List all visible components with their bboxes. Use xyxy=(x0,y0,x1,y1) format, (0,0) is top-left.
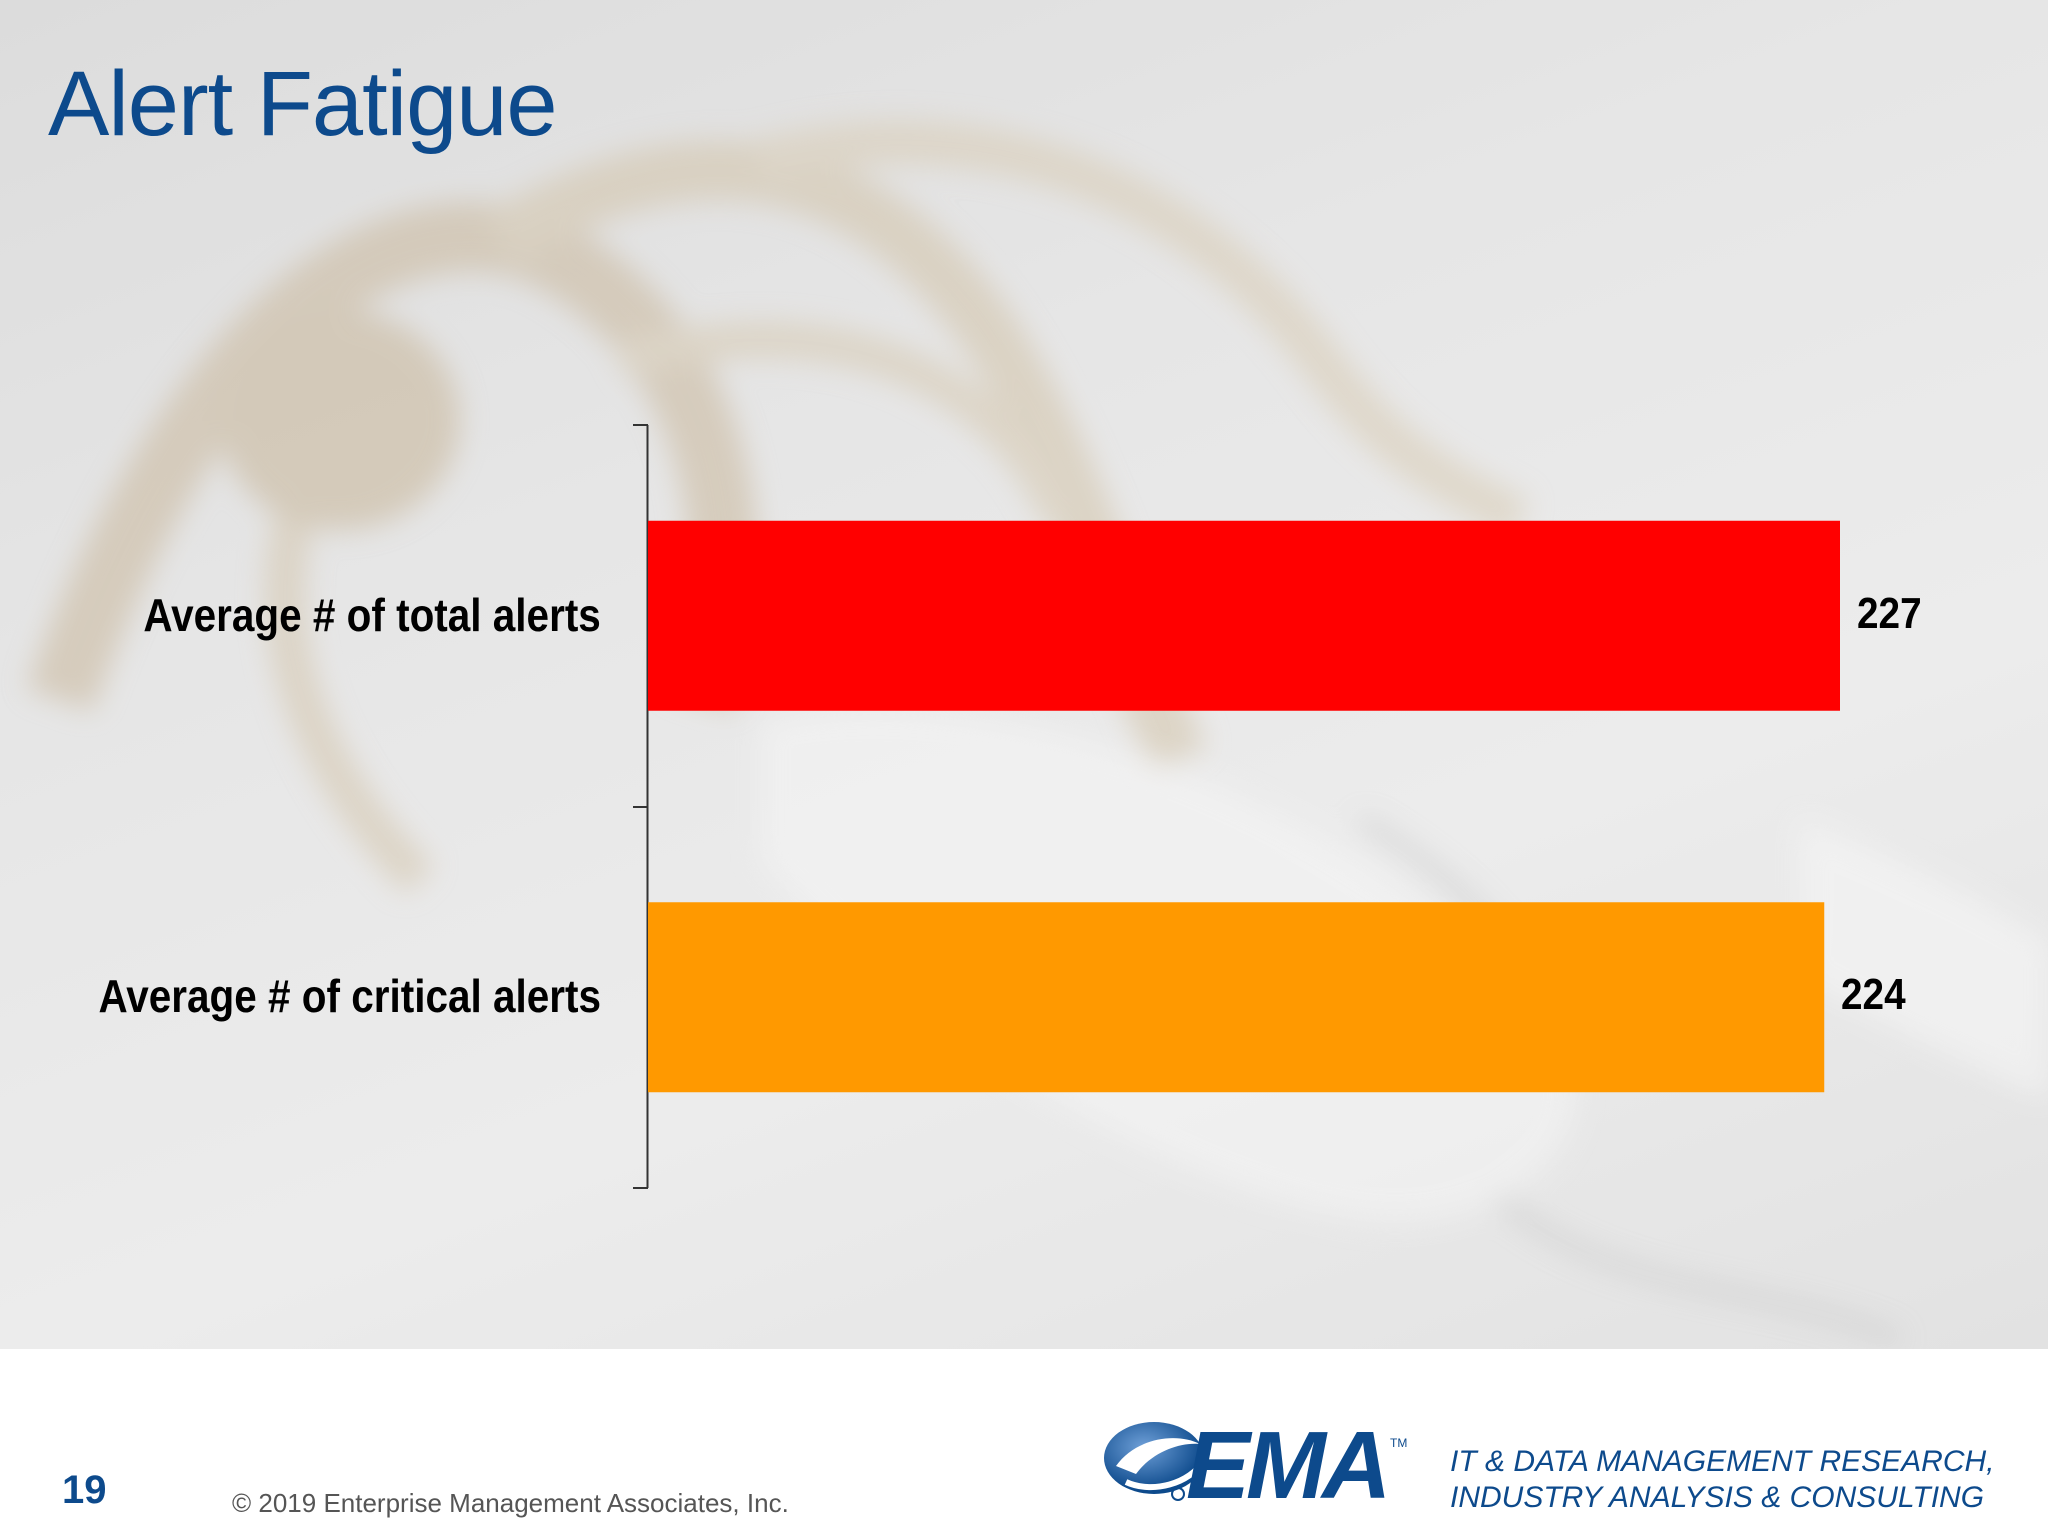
tagline-line-1: IT & DATA MANAGEMENT RESEARCH, xyxy=(1450,1445,1995,1478)
value-label-2: 224 xyxy=(1841,970,1906,1020)
category-label-1: Average # of total alerts xyxy=(143,588,601,641)
copyright-notice: © 2019 Enterprise Management Associates,… xyxy=(232,1488,789,1518)
ema-logo: EMA xyxy=(1186,1412,1391,1519)
tagline-line-2: INDUSTRY ANALYSIS & CONSULTING xyxy=(1450,1481,1985,1514)
category-label-2: Average # of critical alerts xyxy=(98,970,601,1023)
chart-canvas xyxy=(633,424,1840,1189)
footer xyxy=(0,1349,2048,1536)
bar-chart: Average # of total alerts 227 Average # of… xyxy=(98,424,1922,1189)
value-label-1: 227 xyxy=(1857,588,1922,638)
page-number: 19 xyxy=(62,1468,107,1512)
bar-2 xyxy=(648,902,1825,1093)
slide-title: Alert Fatigue xyxy=(48,53,558,155)
ema-swoosh-icon xyxy=(1104,1422,1207,1501)
tagline: IT & DATA MANAGEMENT RESEARCH, INDUSTRY … xyxy=(1450,1444,1995,1516)
trademark-mark: TM xyxy=(1390,1436,1408,1450)
bar-1 xyxy=(648,520,1840,711)
